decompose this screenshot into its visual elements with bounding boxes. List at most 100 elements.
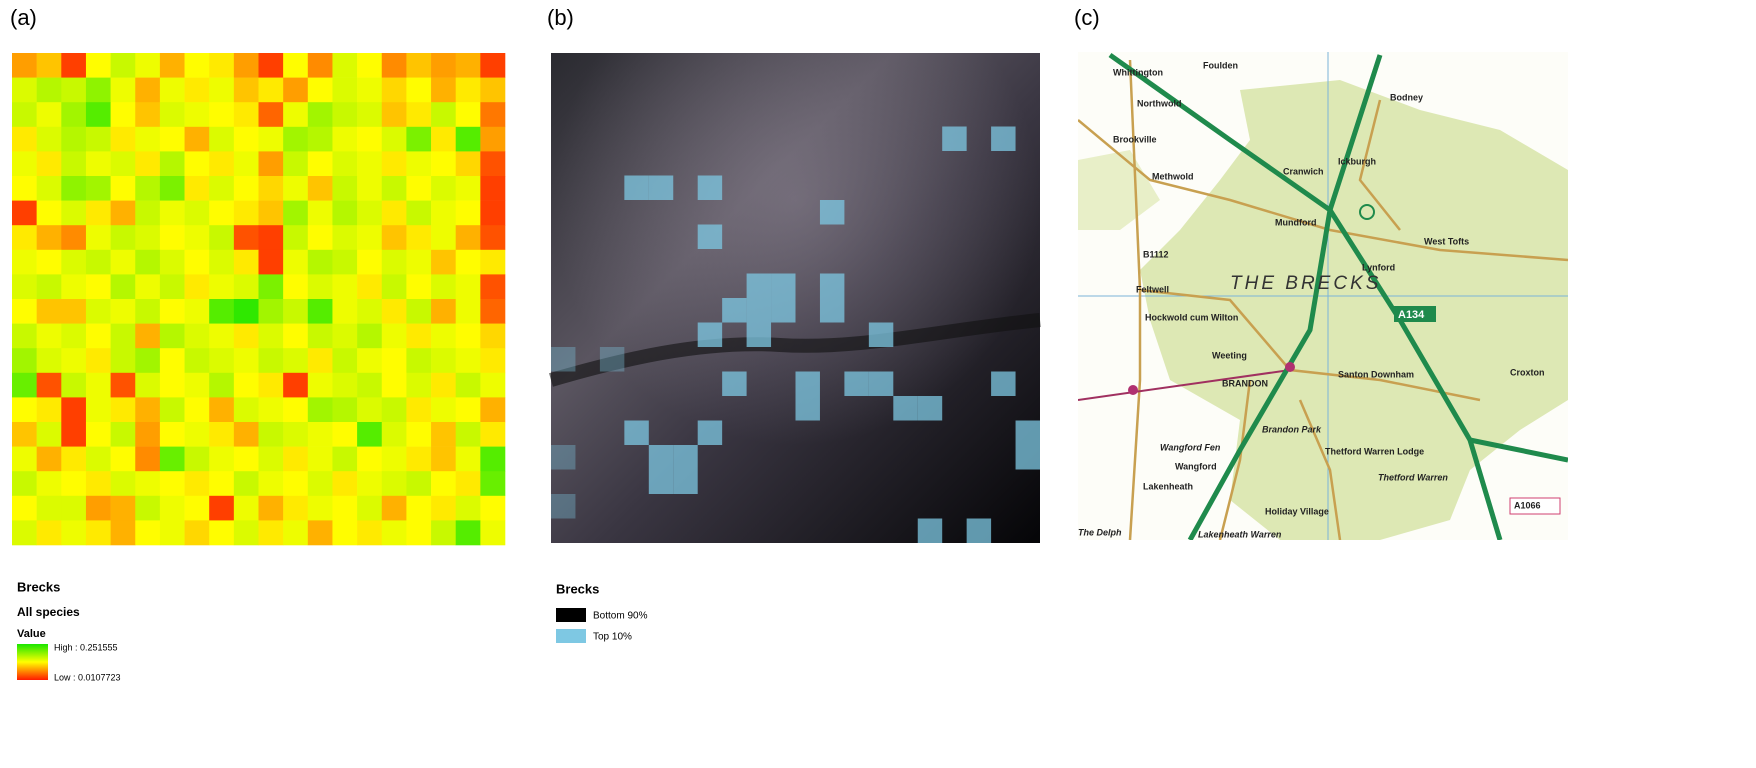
legend-swatch bbox=[556, 608, 586, 622]
heat-cell bbox=[259, 520, 284, 545]
heat-cell bbox=[111, 422, 136, 447]
heat-cell bbox=[259, 324, 284, 349]
heat-cell bbox=[480, 471, 505, 496]
heat-cell bbox=[37, 397, 62, 422]
heat-cell bbox=[86, 102, 111, 127]
heat-cell bbox=[111, 151, 136, 176]
heat-cell bbox=[357, 373, 382, 398]
heat-cell bbox=[111, 471, 136, 496]
heat-cell bbox=[382, 102, 407, 127]
top-cell bbox=[551, 445, 575, 470]
heat-cell bbox=[234, 127, 259, 152]
heat-cell bbox=[234, 447, 259, 472]
heat-cell bbox=[431, 520, 456, 545]
heat-cell bbox=[135, 201, 160, 226]
heat-cell bbox=[185, 520, 210, 545]
figure-canvas: (a) (b) (c) Brecks All species Value Hig… bbox=[0, 0, 1756, 768]
top-cell bbox=[796, 372, 820, 397]
heat-cell bbox=[283, 447, 308, 472]
place-label: BRANDON bbox=[1222, 378, 1268, 388]
heat-cell bbox=[332, 151, 357, 176]
heat-cell bbox=[357, 520, 382, 545]
heat-cell bbox=[480, 397, 505, 422]
heat-cell bbox=[209, 127, 234, 152]
heat-cell bbox=[480, 53, 505, 78]
heat-cell bbox=[135, 373, 160, 398]
heat-cell bbox=[283, 225, 308, 250]
heat-cell bbox=[86, 176, 111, 201]
heat-cell bbox=[456, 225, 481, 250]
top-cell bbox=[893, 396, 917, 421]
heat-cell bbox=[283, 348, 308, 373]
heat-cell bbox=[37, 225, 62, 250]
heat-cell bbox=[160, 471, 185, 496]
place-label: Wangford Fen bbox=[1160, 442, 1221, 452]
heat-cell bbox=[234, 274, 259, 299]
heat-cell bbox=[332, 422, 357, 447]
heat-cell bbox=[135, 102, 160, 127]
heat-cell bbox=[480, 151, 505, 176]
top-cell bbox=[991, 372, 1015, 397]
heat-cell bbox=[61, 102, 86, 127]
road-map: Whittington Foulden Northwold Bodney Bro… bbox=[1078, 52, 1568, 540]
heat-cell bbox=[209, 471, 234, 496]
heat-cell bbox=[382, 225, 407, 250]
heat-cell bbox=[456, 127, 481, 152]
heat-cell bbox=[308, 422, 333, 447]
heat-cell bbox=[12, 471, 37, 496]
heat-cell bbox=[209, 250, 234, 275]
top-cell bbox=[649, 445, 673, 470]
heat-cell bbox=[61, 471, 86, 496]
heat-cell bbox=[86, 127, 111, 152]
heat-cell bbox=[135, 496, 160, 521]
heat-cell bbox=[406, 447, 431, 472]
heat-cell bbox=[456, 274, 481, 299]
heat-cell bbox=[382, 373, 407, 398]
legend-label: Top 10% bbox=[593, 632, 632, 643]
heat-cell bbox=[480, 447, 505, 472]
heat-cell bbox=[357, 151, 382, 176]
heat-cell bbox=[111, 274, 136, 299]
heat-cell bbox=[406, 348, 431, 373]
heat-cell bbox=[480, 250, 505, 275]
place-label: Thetford Warren bbox=[1378, 472, 1448, 482]
color-ramp bbox=[17, 644, 48, 680]
top-cell bbox=[673, 470, 697, 495]
heat-cell bbox=[61, 127, 86, 152]
heat-cell bbox=[283, 397, 308, 422]
heat-cell bbox=[37, 471, 62, 496]
heat-cell bbox=[431, 447, 456, 472]
heat-cell bbox=[382, 201, 407, 226]
place-label: Mundford bbox=[1275, 217, 1316, 227]
heat-cell bbox=[160, 397, 185, 422]
heat-cell bbox=[382, 176, 407, 201]
heat-cell bbox=[259, 78, 284, 103]
heat-cell bbox=[308, 447, 333, 472]
heat-cell bbox=[406, 201, 431, 226]
heat-cell bbox=[160, 520, 185, 545]
heat-cell bbox=[332, 348, 357, 373]
heat-cell bbox=[283, 274, 308, 299]
place-label: Feltwell bbox=[1136, 284, 1169, 294]
heat-cell bbox=[61, 176, 86, 201]
heat-cell bbox=[480, 422, 505, 447]
heat-cell bbox=[135, 53, 160, 78]
heat-cell bbox=[135, 422, 160, 447]
heat-cell bbox=[357, 496, 382, 521]
heat-cell bbox=[12, 274, 37, 299]
heat-cell bbox=[61, 496, 86, 521]
heat-cell bbox=[406, 299, 431, 324]
heat-cell bbox=[308, 151, 333, 176]
heat-cell bbox=[308, 348, 333, 373]
road-label: A134 bbox=[1398, 309, 1425, 321]
heat-cell bbox=[332, 274, 357, 299]
heat-cell bbox=[283, 102, 308, 127]
heat-cell bbox=[480, 176, 505, 201]
heat-cell bbox=[234, 520, 259, 545]
heat-cell bbox=[160, 102, 185, 127]
heat-cell bbox=[160, 274, 185, 299]
heat-cell bbox=[185, 102, 210, 127]
heat-cell bbox=[283, 201, 308, 226]
heat-cell bbox=[135, 299, 160, 324]
heat-cell bbox=[37, 299, 62, 324]
